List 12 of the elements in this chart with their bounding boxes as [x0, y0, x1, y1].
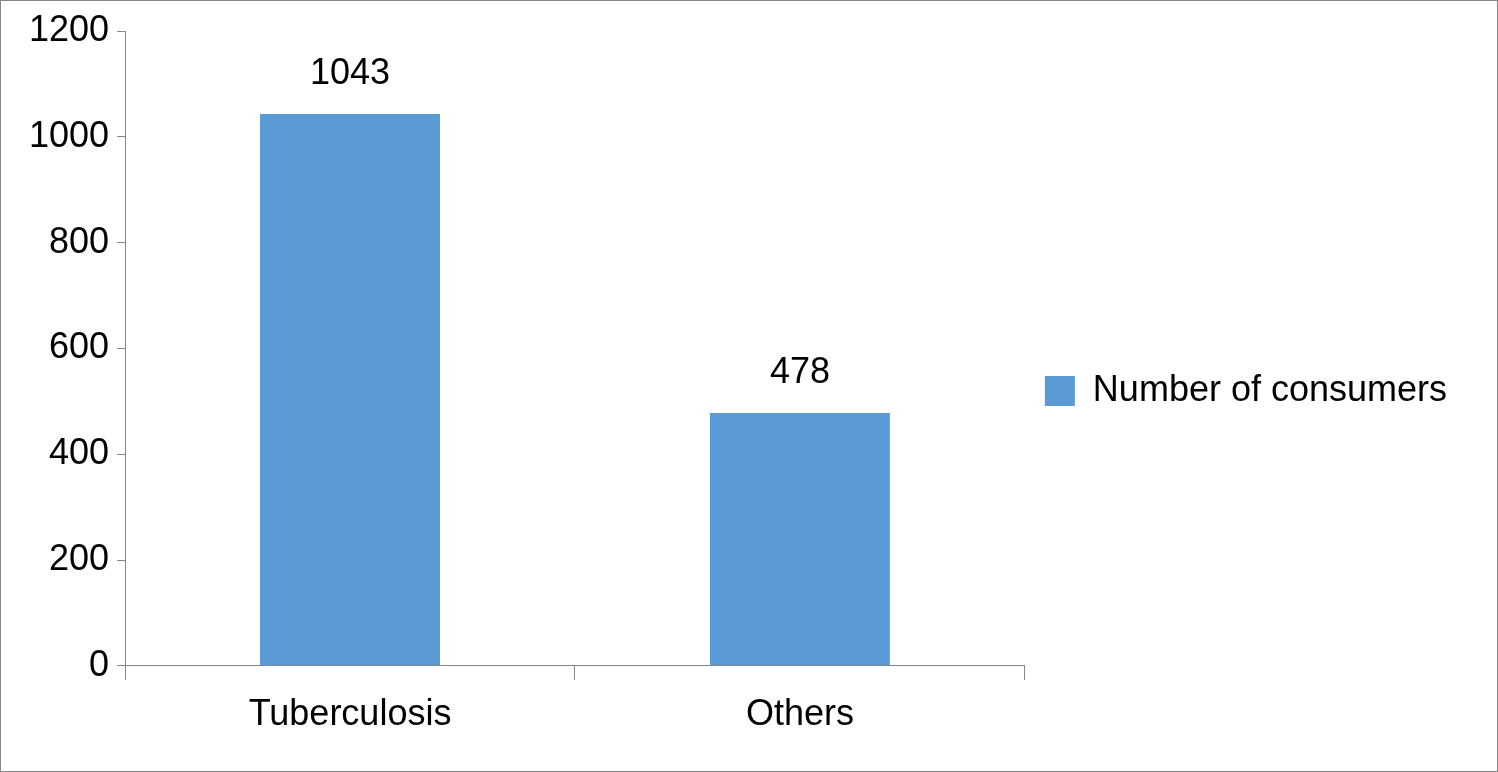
x-tick-label: Tuberculosis — [248, 692, 452, 734]
y-tick-label: 600 — [49, 325, 110, 367]
y-tick-label: 200 — [49, 536, 110, 578]
y-tick-label: 400 — [49, 431, 110, 473]
y-tick-label: 1000 — [28, 113, 110, 155]
x-tick-label: Others — [745, 692, 854, 734]
y-tick-label: 800 — [49, 219, 110, 261]
y-tick-label: 0 — [89, 642, 110, 684]
data-label: 478 — [769, 349, 830, 391]
data-label: 1043 — [309, 50, 391, 92]
legend-label: Number of consumers — [1092, 367, 1448, 409]
y-tick-label: 1200 — [28, 7, 110, 49]
